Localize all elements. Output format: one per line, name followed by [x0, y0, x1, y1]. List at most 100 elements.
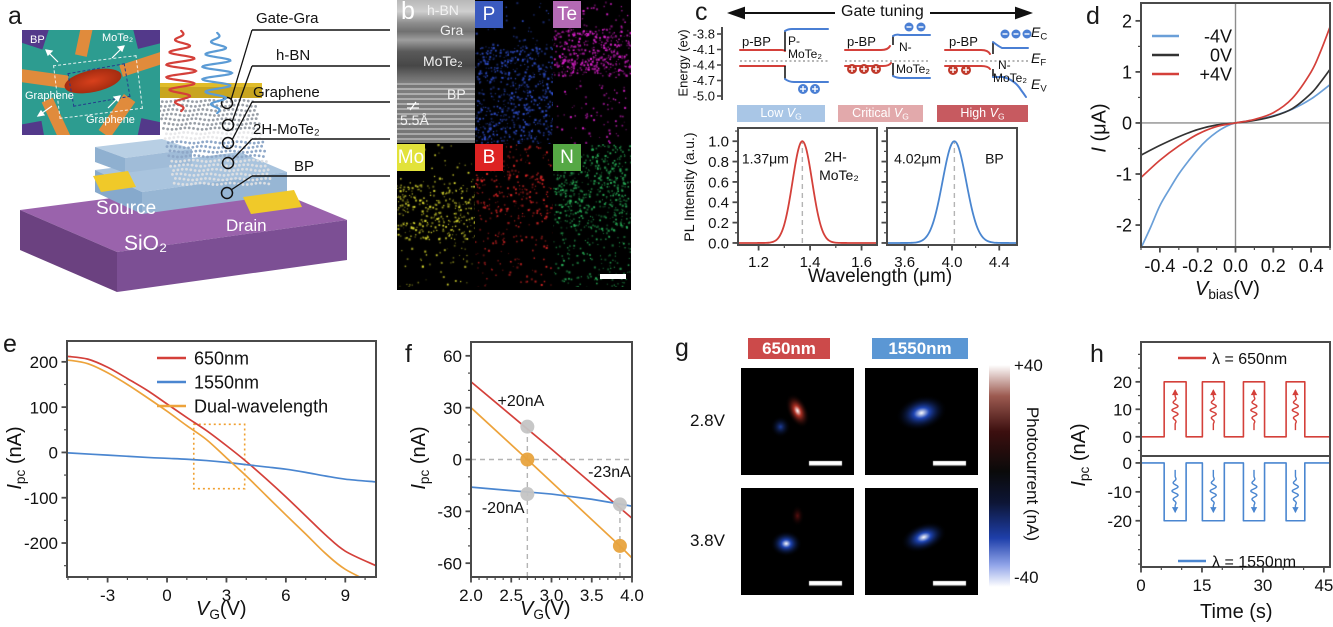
tick-label: 6 — [281, 586, 290, 605]
lattice-atom — [206, 103, 210, 107]
tick-label: 60 — [443, 347, 462, 366]
lattice-atom — [248, 126, 251, 130]
tick-label: -20 — [1107, 512, 1132, 531]
legend-label: λ = 650nm — [1212, 351, 1287, 368]
data-marker — [520, 452, 535, 467]
lattice-atom — [188, 109, 192, 113]
lattice-atom — [218, 173, 222, 177]
lattice-atom — [187, 158, 191, 162]
lattice-atom — [224, 104, 227, 108]
lattice-atom — [167, 122, 171, 126]
lattice-atom — [221, 178, 225, 182]
annotation: 1.37μm — [742, 151, 789, 167]
pulse-arrow-icon — [1171, 390, 1179, 431]
panel-c-band-diagrams-pl: c p-BP P- MoTe₂ — [675, 0, 1060, 312]
pulse-arrowhead-icon — [1250, 507, 1258, 514]
lattice-atom — [200, 127, 204, 131]
lattice-atom — [250, 163, 254, 167]
channel-right — [142, 172, 287, 214]
tick-label: 0 — [49, 444, 58, 463]
lattice-atom — [242, 177, 246, 181]
current-axis-label: I (μA) — [1088, 103, 1111, 153]
tick-label: 0 — [1123, 428, 1132, 447]
lattice-atom — [226, 173, 230, 177]
panel-f-photocurrent-zoom: f +20nA -23nA -20nA 2.0 2.5 3.0 3.5 4.0 60 30 0 -30… — [400, 318, 660, 627]
tick-label: 1.6 — [851, 254, 872, 271]
pulse-arrowhead-icon — [1171, 389, 1179, 396]
lattice-atom — [177, 182, 180, 186]
lattice-atom — [235, 172, 239, 176]
lattice-atom — [241, 167, 244, 171]
lattice-atom — [226, 159, 230, 162]
lattice-atom — [216, 163, 220, 167]
lattice-atom — [197, 122, 201, 126]
lattice-atom — [194, 104, 197, 108]
eds-map-symbol-Mo: Mo — [397, 144, 425, 171]
annotation: 2H- — [824, 149, 847, 165]
lattice-atom — [260, 177, 263, 181]
lattice-atom — [204, 112, 208, 116]
lattice-atom — [207, 182, 211, 186]
lattice-atom — [196, 141, 200, 145]
data-marker — [612, 538, 627, 553]
lattice-atom — [177, 150, 181, 154]
lattice-atom — [263, 149, 266, 153]
lattice-atom — [191, 113, 195, 117]
tick-label: 0.8 — [708, 154, 729, 171]
colorbar — [989, 365, 1010, 587]
lattice-atom — [238, 177, 242, 180]
lattice-atom — [206, 135, 210, 139]
lattice-atom — [235, 140, 239, 144]
tick-label: 2 — [1122, 11, 1132, 31]
tick-label: 4.4 — [989, 254, 1010, 271]
lattice-atom — [220, 150, 224, 154]
hole-icon — [948, 65, 958, 75]
tem-fringes — [397, 82, 475, 143]
tick-label: 1.4 — [800, 254, 821, 271]
lattice-atom — [192, 108, 196, 112]
plot-time_1550: 0 15 30 45 0 -10 -20 λ = 1550nm — [1107, 454, 1333, 595]
lattice-atom — [258, 169, 261, 173]
series-dual-wavelength — [471, 407, 632, 559]
pulse-arrow-icon — [1249, 390, 1258, 431]
lattice-atom — [215, 150, 219, 154]
lattice-atom — [214, 109, 218, 113]
svg-text:p-BP: p-BP — [847, 34, 876, 49]
lattice-atom — [197, 108, 200, 112]
series-2h-mote2-pl — [738, 140, 877, 244]
lattice-atom — [220, 131, 224, 135]
mesa-right — [125, 149, 192, 173]
svg-text:N-: N- — [899, 40, 912, 54]
lattice-atom — [217, 178, 220, 182]
lattice-atom — [227, 122, 231, 126]
lattice-atom — [184, 109, 188, 113]
lattice-atom — [165, 112, 169, 116]
stack-label-gate-gra: Gate-Gra — [256, 10, 319, 27]
hole-icon — [871, 64, 881, 74]
lattice-atom — [162, 108, 166, 112]
lattice-atom — [247, 114, 251, 117]
lattice-atom — [216, 118, 219, 121]
lattice-atom — [239, 127, 243, 130]
tick-label: 0.0 — [708, 235, 729, 252]
lattice-atom — [236, 135, 240, 139]
lattice-atom — [246, 163, 250, 167]
lattice-atom — [254, 149, 258, 153]
tick-label: 30 — [1253, 576, 1272, 595]
lattice-atom — [203, 99, 207, 103]
pulse-arrow-icon — [1209, 469, 1218, 513]
plot-ipc_zoom: +20nA -23nA -20nA 2.0 2.5 3.0 3.5 4.0 60 30 0 -30 -6… — [437, 341, 644, 605]
lattice-atom — [172, 181, 176, 185]
tick-label: 1.0 — [708, 134, 729, 151]
wavelength-axis-label: Wavelength (μm) — [807, 266, 953, 287]
lattice-atom — [191, 158, 195, 162]
series--4v — [1141, 26, 1330, 179]
lattice-atom — [214, 122, 218, 126]
photocurrent-map-2.8V-650nm — [741, 368, 854, 475]
ef-label: EF — [1031, 50, 1047, 69]
panel-letter-f: f — [405, 340, 412, 368]
lattice-atom — [204, 160, 208, 163]
lattice-atom — [238, 163, 241, 167]
lattice-atom — [182, 114, 186, 117]
tick-label: 4.0 — [942, 254, 963, 271]
